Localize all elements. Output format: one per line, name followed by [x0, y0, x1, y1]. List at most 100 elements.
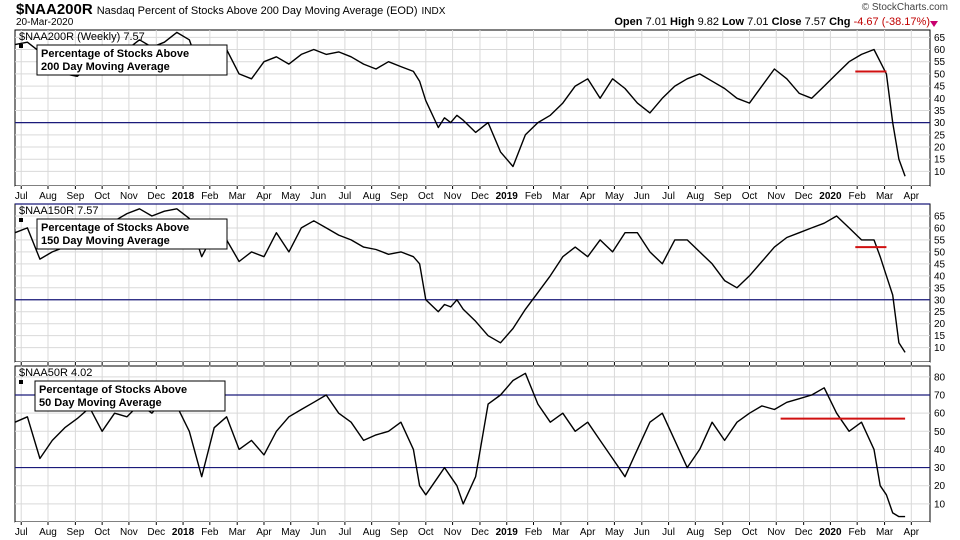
- annotation-text: Percentage of Stocks Above: [41, 222, 189, 234]
- x-tick-label: Nov: [444, 527, 462, 538]
- x-tick-label: Mar: [552, 527, 570, 538]
- y-tick-label: 10: [934, 499, 946, 510]
- annotation-text: 150 Day Moving Average: [41, 235, 170, 247]
- y-tick-label: 65: [934, 211, 946, 222]
- x-tick-label: May: [281, 527, 300, 538]
- low-value: 7.01: [747, 16, 769, 28]
- symbol: $NAA200R: [16, 1, 93, 18]
- y-tick-label: 20: [934, 481, 946, 492]
- y-tick-label: 30: [934, 118, 946, 129]
- y-tick-label: 35: [934, 106, 946, 117]
- annotation-text: 50 Day Moving Average: [39, 397, 162, 409]
- x-tick-label: Sep: [714, 191, 732, 202]
- x-tick-label: Jul: [338, 527, 351, 538]
- y-tick-label: 15: [934, 155, 946, 166]
- x-tick-label: Mar: [229, 191, 247, 202]
- x-tick-label: Oct: [742, 191, 758, 202]
- x-axis-band: [15, 186, 930, 202]
- annotation-box: [36, 218, 228, 250]
- brand-watermark: © StockCharts.com: [861, 2, 948, 13]
- down-triangle-icon: [930, 21, 938, 27]
- y-tick-label: 20: [934, 319, 946, 330]
- x-tick-label: Dec: [795, 527, 813, 538]
- annotation-box: [36, 44, 228, 76]
- x-tick-label: Aug: [363, 527, 381, 538]
- symbol-description: Nasdaq Percent of Stocks Above 200 Day M…: [96, 5, 418, 17]
- x-tick-label: Aug: [39, 527, 57, 538]
- close-label: Close: [771, 16, 802, 28]
- x-tick-label: Jul: [662, 527, 675, 538]
- x-tick-label: Apr: [904, 527, 920, 538]
- series-line-naa150r: [14, 208, 906, 353]
- open-value: 7.01: [645, 16, 667, 28]
- x-tick-label: Sep: [66, 527, 84, 538]
- x-tick-label: Jul: [662, 191, 675, 202]
- y-tick-label: 80: [934, 372, 946, 383]
- x-tick-label: 2020: [819, 527, 842, 538]
- y-tick-label: 55: [934, 57, 946, 68]
- y-tick-label: 45: [934, 259, 946, 270]
- annotation-text: Percentage of Stocks Above: [39, 384, 187, 396]
- x-tick-label: Jul: [15, 527, 28, 538]
- x-tick-label: Dec: [147, 191, 165, 202]
- x-tick-label: Dec: [471, 191, 489, 202]
- annotation-text: Percentage of Stocks Above: [41, 48, 189, 60]
- panel-naa50r: 10 20 30 40 50 60 70 80 $NAA50R 4.02 Percentage o…: [14, 365, 946, 538]
- ohlc-readout: Open 7.01 High 9.82 Low 7.01 Close 7.57 …: [614, 16, 930, 28]
- x-tick-label: Aug: [686, 191, 704, 202]
- x-tick-label: Sep: [390, 191, 408, 202]
- y-tick-label: 60: [934, 45, 946, 56]
- y-tick-label: 50: [934, 247, 946, 258]
- x-tick-label: Nov: [120, 191, 138, 202]
- x-tick-label: Mar: [229, 527, 247, 538]
- y-tick-label: 40: [934, 445, 946, 456]
- x-tick-label: Feb: [525, 527, 543, 538]
- x-tick-label: May: [605, 191, 624, 202]
- y-tick-label: 50: [934, 69, 946, 80]
- exchange: INDX: [421, 6, 446, 17]
- x-tick-label: 2018: [172, 191, 195, 202]
- legend-label: $NAA50R 4.02: [19, 367, 92, 379]
- x-tick-label: Jul: [338, 191, 351, 202]
- x-tick-label: Nov: [767, 191, 785, 202]
- x-tick-label: May: [605, 527, 624, 538]
- x-tick-label: Sep: [390, 527, 408, 538]
- high-label: High: [670, 16, 695, 28]
- x-tick-label: Nov: [444, 191, 462, 202]
- chart-date: 20-Mar-2020: [16, 17, 74, 28]
- y-tick-label: 60: [934, 409, 946, 420]
- x-tick-label: Feb: [525, 191, 543, 202]
- x-tick-label: Apr: [580, 191, 596, 202]
- x-tick-label: Oct: [418, 527, 434, 538]
- x-tick-label: Sep: [714, 527, 732, 538]
- y-tick-label: 70: [934, 391, 946, 402]
- y-tick-label: 25: [934, 130, 946, 141]
- x-tick-label: 2018: [172, 527, 195, 538]
- annotation-text: 200 Day Moving Average: [41, 61, 170, 73]
- x-tick-label: Jun: [310, 191, 326, 202]
- x-tick-label: Mar: [876, 527, 894, 538]
- x-tick-label: Oct: [94, 527, 110, 538]
- high-value: 9.82: [697, 16, 719, 28]
- x-tick-label: Mar: [876, 191, 894, 202]
- x-tick-label: 2019: [496, 527, 519, 538]
- legend-swatch: [19, 380, 23, 384]
- x-tick-label: Aug: [686, 527, 704, 538]
- x-axis-band: [15, 522, 930, 538]
- x-tick-label: Nov: [120, 527, 138, 538]
- legend-swatch: [19, 44, 23, 48]
- x-tick-label: Aug: [363, 191, 381, 202]
- y-tick-label: 65: [934, 33, 946, 44]
- low-label: Low: [722, 16, 745, 28]
- y-tick-label: 30: [934, 295, 946, 306]
- y-tick-label: 40: [934, 271, 946, 282]
- x-tick-label: Dec: [795, 191, 813, 202]
- y-tick-label: 45: [934, 82, 946, 93]
- y-tick-label: 10: [934, 343, 946, 354]
- x-tick-label: Oct: [742, 527, 758, 538]
- x-tick-label: Jun: [310, 527, 326, 538]
- x-tick-label: Feb: [201, 191, 219, 202]
- y-tick-label: 30: [934, 463, 946, 474]
